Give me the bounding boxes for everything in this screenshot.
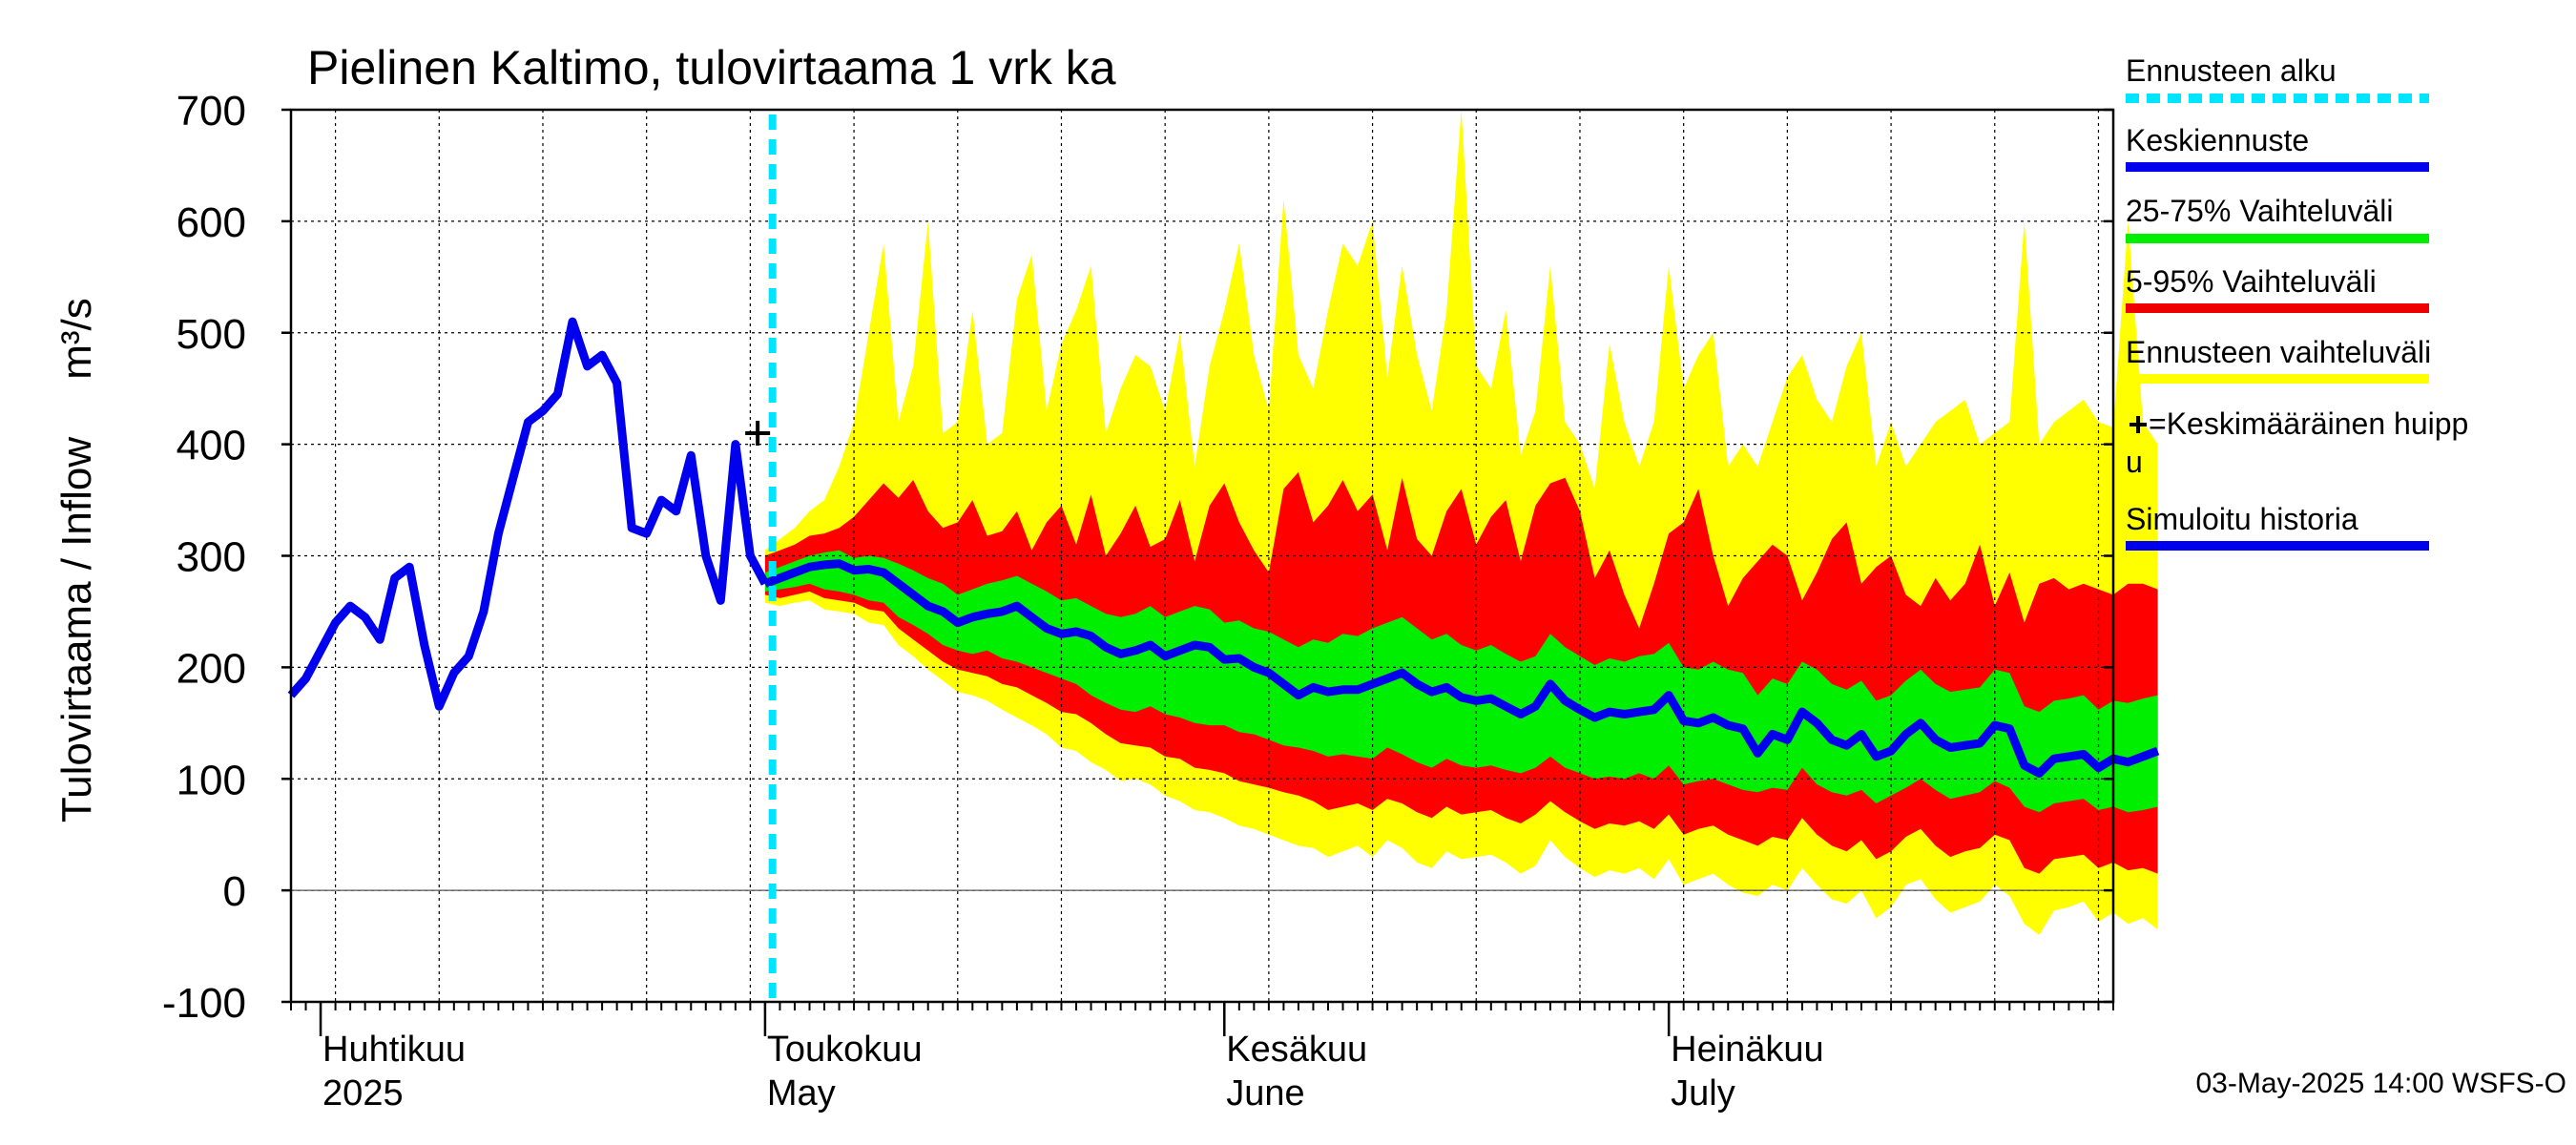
legend-label: 25-75% Vaihteluväli bbox=[2126, 194, 2393, 228]
legend-label: Ennusteen alku bbox=[2126, 53, 2337, 88]
y-tick-label: 600 bbox=[177, 199, 246, 246]
y-axis-unit-text: m³/s bbox=[53, 298, 100, 380]
x-month-label-fi: Heinäkuu bbox=[1671, 1030, 1824, 1070]
y-tick-label: 100 bbox=[177, 757, 246, 803]
grid-lines bbox=[291, 110, 2113, 1002]
y-tick-label: 0 bbox=[223, 868, 246, 915]
y-tick-label: 300 bbox=[177, 534, 246, 581]
legend-label: =Keskimääräinen huipp bbox=[2149, 406, 2468, 441]
forecast-bands bbox=[764, 110, 2158, 935]
x-month-label-en: May bbox=[767, 1073, 836, 1114]
legend-label: Keskiennuste bbox=[2126, 123, 2309, 157]
y-axis: 700 600 500 400 300 200 100 0 -100 bbox=[162, 88, 2113, 1027]
legend-label-cont: u bbox=[2126, 445, 2143, 479]
y-tick-label: -100 bbox=[162, 980, 246, 1027]
y-axis-label: Tulovirtaama / Inflow bbox=[53, 437, 100, 823]
y-tick-label: 400 bbox=[177, 423, 246, 469]
y-axis-unit: m³/s bbox=[53, 298, 100, 380]
x-month-label-en: 2025 bbox=[322, 1073, 404, 1114]
y-tick-label: 700 bbox=[177, 88, 246, 135]
series-mean-forecast bbox=[763, 559, 2160, 778]
band-25-75 bbox=[764, 550, 2158, 813]
y-axis-label-text: Tulovirtaama / Inflow bbox=[53, 437, 100, 823]
footer-timestamp: 03-May-2025 14:00 WSFS-O bbox=[2196, 1068, 2567, 1099]
series-simulated-history bbox=[287, 317, 769, 711]
x-month-label-fi: Toukokuu bbox=[767, 1030, 923, 1070]
x-month-label-fi: Huhtikuu bbox=[322, 1030, 466, 1070]
chart-title: Pielinen Kaltimo, tulovirtaama 1 vrk ka bbox=[307, 41, 1116, 94]
series-lines bbox=[287, 114, 2160, 1002]
legend-label: Ennusteen vaihteluväli bbox=[2126, 335, 2431, 369]
mean-peak-marker bbox=[745, 420, 771, 446]
legend-peak-marker bbox=[2129, 416, 2147, 433]
y-tick-label: 500 bbox=[177, 311, 246, 358]
legend-label: 5-95% Vaihteluväli bbox=[2126, 264, 2377, 299]
x-month-label-fi: Kesäkuu bbox=[1226, 1030, 1367, 1070]
y-tick-label: 200 bbox=[177, 645, 246, 692]
legend-label: Simuloitu historia bbox=[2126, 502, 2358, 536]
legend: Ennusteen alku Keskiennuste 25-75% Vaihtel… bbox=[2126, 53, 2468, 551]
x-month-label-en: July bbox=[1671, 1073, 1735, 1114]
x-month-label-en: June bbox=[1226, 1073, 1304, 1114]
